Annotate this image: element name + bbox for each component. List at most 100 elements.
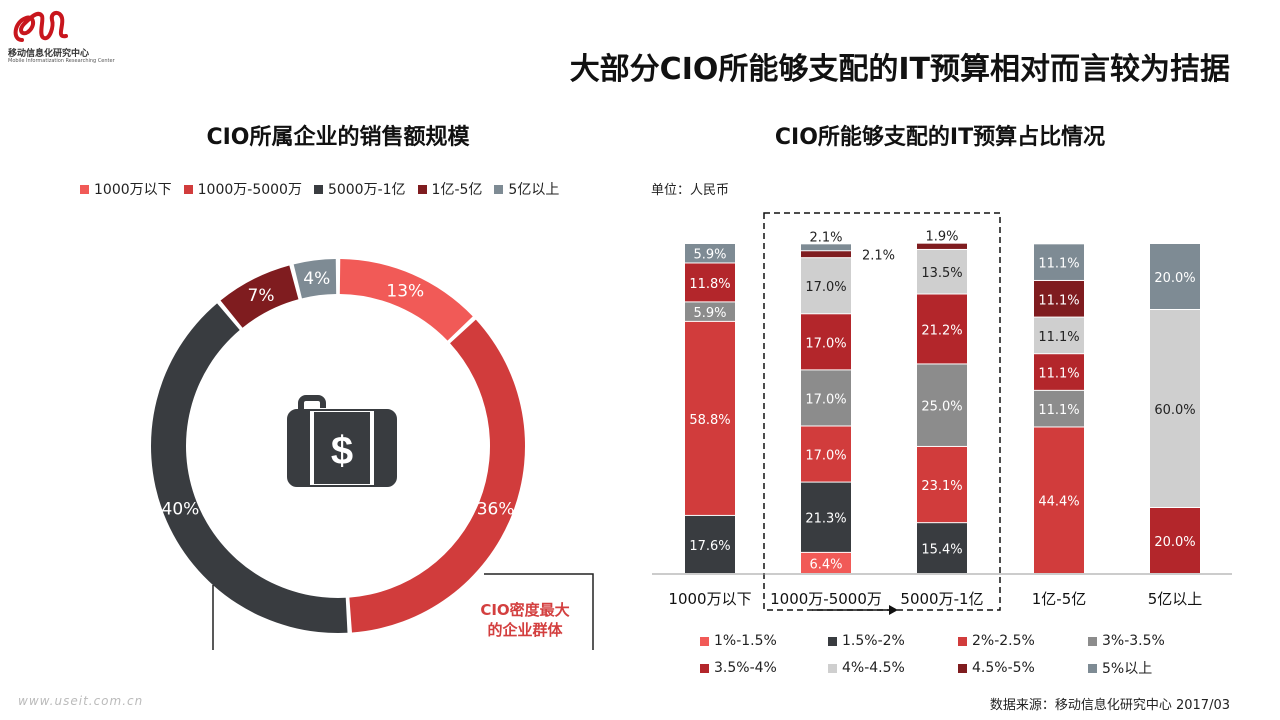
bar-value-label: 15.4% [921, 543, 962, 558]
donut-chart: 13% 36% 40% 7% 4% $ [151, 259, 594, 650]
bar-value-label: 44.4% [1038, 495, 1079, 510]
bar-segment [801, 482, 851, 552]
legend-label: 1000万-5000万 [197, 182, 302, 198]
pie-slice [151, 303, 348, 633]
bar-segment [685, 302, 735, 321]
callout-line-1: CIO密度最大 [480, 601, 570, 619]
bar-legend-item: 1.5%-2% [828, 633, 958, 649]
bar-segment [917, 523, 967, 573]
legend-label: 1%-1.5% [714, 633, 777, 649]
legend-label: 3.5%-4% [714, 660, 777, 676]
legend-label: 5000万-1亿 [327, 182, 406, 198]
pie-slice [220, 265, 299, 328]
pie-value-label: 4% [303, 269, 330, 289]
bar-legend-item: 2%-2.5% [958, 633, 1088, 649]
bar-legend-item: 4%-4.5% [828, 658, 958, 678]
legend-label: 4%-4.5% [842, 660, 905, 676]
legend-swatch [80, 184, 89, 194]
money-briefcase-icon: $ [287, 395, 397, 488]
pie-legend-item: 5亿以上 [494, 179, 559, 199]
legend-label: 5%以上 [1102, 661, 1153, 677]
bar-value-label: 20.0% [1154, 271, 1195, 286]
bar-segment [801, 552, 851, 573]
bar-value-label: 17.0% [805, 449, 846, 464]
bar-segment [685, 244, 735, 263]
legend-swatch [828, 663, 837, 673]
bar-legend-item: 1%-1.5% [700, 633, 828, 649]
bar-segment [685, 263, 735, 302]
bar-segment [801, 251, 851, 258]
legend-swatch [313, 184, 323, 194]
bar-value-label: 5.9% [693, 248, 726, 263]
bar-segment [801, 426, 851, 482]
bar-segment [801, 244, 851, 251]
bar-segment [801, 314, 851, 370]
bar-segment [1034, 427, 1084, 573]
bar-value-label: 17.0% [805, 392, 846, 407]
bar-legend-item: 5%以上 [1088, 658, 1218, 678]
bar-segment [1150, 244, 1200, 309]
legend-swatch [494, 184, 504, 194]
bar-segment [685, 515, 735, 573]
callout-box [212, 573, 594, 650]
legend-label: 1亿-5亿 [431, 182, 483, 198]
bar-segment [917, 364, 967, 446]
bar-segment [1034, 280, 1084, 317]
x-tick-label: 1000万-5000万 [770, 590, 882, 608]
bar-value-label: 11.1% [1038, 330, 1079, 345]
bar-legend-item: 4.5%-5% [958, 658, 1088, 678]
bar-segment [801, 258, 851, 314]
bar-chart-title: CIO所能够支配的IT预算占比情况 [774, 125, 1106, 150]
svg-text:$: $ [331, 429, 353, 473]
legend-label: 1.5%-2% [842, 633, 905, 649]
pie-slice [349, 319, 525, 633]
bar-segment [1034, 244, 1084, 280]
bar-value-label: 1.9% [925, 230, 958, 245]
pie-slice [339, 259, 473, 341]
pie-slice [293, 259, 337, 299]
callout-label: CIO密度最大 的企业群体 [465, 600, 585, 640]
website-watermark: www.useit.com.cn [18, 694, 144, 708]
legend-swatch [417, 184, 427, 194]
pie-legend-item: 5000万-1亿 [313, 179, 406, 199]
pie-legend: 1000万以下 1000万-5000万 5000万-1亿 1亿-5亿 5亿以上 [80, 179, 559, 199]
page-title: 大部分CIO所能够支配的IT预算相对而言较为拮据 [569, 52, 1230, 87]
pie-legend-item: 1000万-5000万 [183, 179, 302, 199]
legend-swatch [1088, 663, 1097, 673]
legend-swatch [700, 636, 709, 646]
bar-segment [801, 370, 851, 426]
bar-legend: 1%-1.5% 1.5%-2% 2%-2.5% 3%-3.5% 3.5%-4% 4%-4.… [700, 633, 1220, 678]
bar-segment [1034, 317, 1084, 354]
logo-name-en: Mobile Informatization Researching Cente… [8, 58, 115, 64]
pie-legend-item: 1亿-5亿 [417, 179, 483, 199]
unit-label: 单位：人民币 [651, 183, 730, 198]
x-tick-label: 1000万以下 [668, 590, 751, 608]
pie-legend-item: 1000万以下 [80, 179, 172, 199]
data-source: 数据来源：移动信息化研究中心 2017/03 [989, 698, 1230, 713]
bar-segment [917, 243, 967, 249]
bar-segment [1150, 310, 1200, 507]
bar-value-label: 25.0% [921, 400, 962, 415]
bar-value-label: 58.8% [689, 413, 730, 428]
legend-label: 5亿以上 [508, 182, 560, 198]
bar-segment [685, 321, 735, 515]
bar-value-label: 17.6% [689, 539, 730, 554]
bar-value-label: 21.2% [921, 323, 962, 338]
bar-value-label: 2.1% [809, 230, 842, 245]
pie-chart-title: CIO所属企业的销售额规模 [206, 125, 470, 150]
bar-value-label: 2.1% [862, 249, 895, 264]
legend-label: 3%-3.5% [1102, 633, 1165, 649]
bar-segment [917, 294, 967, 364]
bar-value-label: 5.9% [693, 306, 726, 321]
x-tick-label: 5000万-1亿 [900, 590, 983, 608]
arrow-head-icon [889, 605, 898, 615]
x-tick-label: 1亿-5亿 [1032, 590, 1087, 608]
pie-value-label: 7% [248, 286, 275, 306]
legend-swatch [828, 636, 837, 646]
bar-segment [1034, 390, 1084, 427]
bar-segment [1150, 508, 1200, 573]
logo-icon [13, 11, 68, 42]
bar-value-label: 17.0% [805, 280, 846, 295]
legend-label: 4.5%-5% [972, 660, 1035, 676]
bar-value-label: 11.1% [1038, 367, 1079, 382]
